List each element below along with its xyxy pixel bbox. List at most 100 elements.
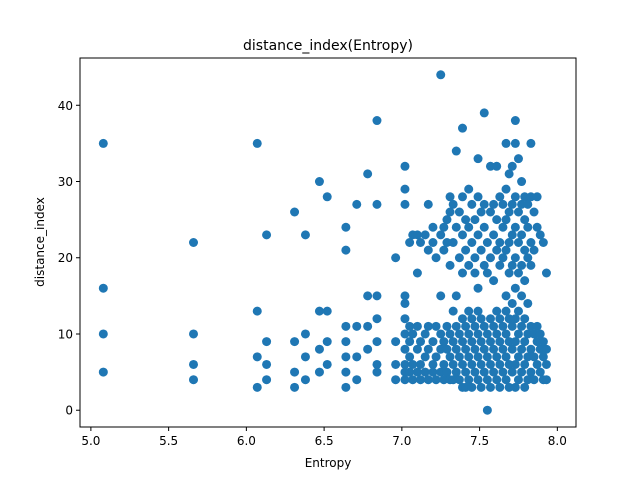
- scatter-point: [517, 199, 527, 209]
- scatter-point: [428, 367, 438, 377]
- scatter-point: [517, 344, 527, 354]
- scatter-point: [400, 344, 410, 354]
- scatter-point: [507, 298, 517, 308]
- scatter-point: [290, 367, 300, 377]
- scatter-point: [492, 215, 502, 225]
- scatter-point: [439, 245, 449, 255]
- scatter-point: [464, 329, 474, 339]
- scatter-point: [423, 321, 433, 331]
- scatter-point: [467, 199, 477, 209]
- scatter-point: [98, 138, 108, 148]
- scatter-point: [300, 375, 310, 385]
- scatter-point: [412, 268, 422, 278]
- scatter-point: [476, 337, 486, 347]
- scatter-point: [400, 298, 410, 308]
- scatter-point: [408, 359, 418, 369]
- scatter-point: [461, 382, 471, 392]
- scatter-point: [523, 298, 533, 308]
- scatter-point: [436, 329, 446, 339]
- scatter-point: [341, 382, 351, 392]
- scatter-point: [412, 367, 422, 377]
- scatter-point: [451, 146, 461, 156]
- scatter-point: [464, 352, 474, 362]
- scatter-point: [431, 375, 441, 385]
- scatter-point: [479, 321, 489, 331]
- scatter-point: [470, 215, 480, 225]
- y-tick-label: 0: [65, 404, 73, 418]
- scatter-point: [485, 359, 495, 369]
- scatter-point: [541, 359, 551, 369]
- scatter-point: [464, 306, 474, 316]
- scatter-point: [464, 184, 474, 194]
- scatter-point: [510, 116, 520, 126]
- scatter-point: [485, 161, 495, 171]
- scatter-point: [479, 222, 489, 232]
- scatter-point: [510, 222, 520, 232]
- scatter-point: [473, 352, 483, 362]
- scatter-point: [442, 238, 452, 247]
- scatter-point: [482, 329, 492, 339]
- scatter-point: [510, 314, 520, 324]
- scatter-point: [520, 382, 530, 392]
- scatter-point: [252, 352, 262, 362]
- scatter-point: [473, 283, 483, 293]
- scatter-point: [405, 367, 415, 377]
- scatter-point: [400, 359, 410, 369]
- scatter-point: [439, 222, 449, 232]
- scatter-point: [473, 230, 483, 240]
- scatter-point: [485, 314, 495, 324]
- scatter-point: [467, 359, 477, 369]
- scatter-point: [458, 337, 467, 347]
- scatter-point: [189, 375, 198, 385]
- scatter-point: [504, 382, 514, 392]
- scatter-point: [436, 230, 446, 240]
- y-tick-label: 40: [58, 99, 73, 113]
- scatter-point: [436, 367, 446, 377]
- scatter-point: [322, 306, 332, 316]
- scatter-point: [495, 337, 505, 347]
- plot-frame: [79, 57, 577, 428]
- scatter-point: [489, 199, 499, 209]
- scatter-point: [498, 253, 508, 263]
- scatter-point: [501, 375, 511, 385]
- scatter-point: [467, 314, 477, 324]
- scatter-point: [458, 268, 467, 278]
- scatter-point: [510, 382, 520, 392]
- y-axis-label: distance_index: [33, 197, 47, 287]
- scatter-point: [262, 337, 272, 347]
- scatter-point: [489, 344, 499, 354]
- scatter-point: [420, 230, 430, 240]
- scatter-point: [439, 375, 449, 385]
- scatter-point: [510, 192, 520, 202]
- scatter-point: [458, 314, 467, 324]
- scatter-point: [498, 367, 508, 377]
- scatter-point: [507, 367, 517, 377]
- scatter-point: [372, 116, 382, 126]
- x-tick-label: 8.0: [548, 434, 567, 448]
- scatter-point: [526, 344, 536, 354]
- scatter-point: [535, 329, 545, 339]
- scatter-point: [431, 321, 441, 331]
- scatter-point: [526, 238, 536, 247]
- scatter-point: [405, 337, 415, 347]
- scatter-point: [400, 161, 410, 171]
- scatter-point: [252, 138, 262, 148]
- scatter-point: [341, 352, 351, 362]
- scatter-point: [262, 375, 272, 385]
- scatter-point: [467, 238, 477, 247]
- x-axis-label: Entropy: [305, 456, 352, 470]
- scatter-point: [314, 306, 324, 316]
- scatter-point: [341, 337, 351, 347]
- scatter-point: [507, 321, 517, 331]
- scatter-point: [416, 238, 426, 247]
- scatter-point: [541, 375, 551, 385]
- scatter-point: [461, 344, 471, 354]
- scatter-point: [479, 199, 489, 209]
- scatter-point: [400, 199, 410, 209]
- scatter-point: [520, 337, 530, 347]
- scatter-point: [98, 367, 108, 377]
- scatter-point: [495, 260, 505, 270]
- scatter-point: [454, 352, 464, 362]
- scatter-point: [513, 268, 523, 278]
